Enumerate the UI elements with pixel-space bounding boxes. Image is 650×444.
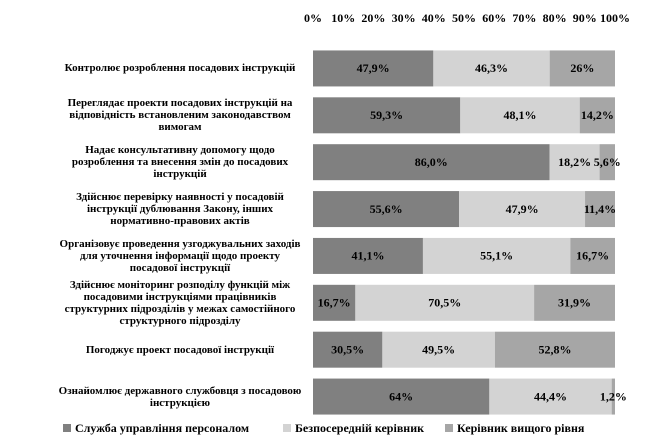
x-tick-label: 40% [422,11,446,25]
bar-segment [313,191,460,228]
data-label: 55,6% [370,202,403,216]
bar-segment [433,50,550,87]
bar-segment [549,50,615,87]
data-label: 18,2% [558,155,591,169]
data-label: 47,9% [506,202,539,216]
x-tick-label: 10% [331,11,355,25]
bar-segment [611,378,615,415]
data-label: 49,5% [422,342,455,356]
legend-label: Безпосередній керівник [295,421,424,435]
data-label: 1,2% [600,389,627,403]
data-label: 14,2% [581,108,614,122]
category-label: Здійснює перевірку наявності у посадовій… [76,191,284,228]
data-label: 70,5% [428,296,461,310]
bar-segment [459,191,586,228]
x-tick-label: 30% [392,11,416,25]
bar-segment [355,284,535,321]
bar-segment [599,144,615,181]
category-label: Переглядає проекти посадових інструкцій … [67,97,293,134]
x-tick-label: 50% [452,11,476,25]
bar-segment [313,50,434,87]
bar-segment [313,237,423,274]
bar-segment [422,237,571,274]
bar-segment [313,378,490,415]
bar-segment [494,331,615,368]
x-tick-label: 90% [573,11,597,25]
x-tick-label: 0% [304,11,322,25]
data-label: 47,9% [357,61,390,75]
category-label: Контролює розроблення посадових інструкц… [64,62,296,75]
data-label: 31,9% [558,296,591,310]
legend-label: Керівник вищого рівня [457,421,585,435]
bar-segment [313,284,356,321]
x-tick-label: 100% [600,11,630,25]
data-label: 46,3% [475,61,508,75]
data-label: 48,1% [504,108,537,122]
bar-segment [570,237,615,274]
data-label: 86,0% [415,155,448,169]
category-label: Надає консультативну допомогу щодо розро… [71,144,289,181]
data-label: 64% [389,389,413,403]
bar-segment [534,284,615,321]
legend-label: Служба управління персоналом [75,421,249,435]
bar-segment [579,97,615,134]
bar-segment [382,331,495,368]
bar-segment [313,97,461,134]
x-tick-label: 60% [482,11,506,25]
x-tick-label: 70% [512,11,536,25]
category-label: Погоджує проект посадової інструкції [85,343,275,356]
data-label: 52,8% [538,342,571,356]
legend-swatch [445,424,453,432]
data-label: 44,4% [534,389,567,403]
data-label: 5,6% [594,155,621,169]
data-label: 16,7% [576,249,609,263]
data-label: 26% [570,61,594,75]
bar-segment [549,144,600,181]
data-label: 11,4% [584,202,616,216]
bar-segment [460,97,580,134]
legend-swatch [283,424,291,432]
bar-segment [489,378,612,415]
category-label: Здійснює моніторинг розподілу функцій мі… [64,278,296,327]
data-label: 55,1% [480,249,513,263]
data-label: 41,1% [351,249,384,263]
legend-swatch [63,424,71,432]
category-label: Ознайомлює державного службовця з посадо… [58,384,302,409]
data-label: 59,3% [370,108,403,122]
data-label: 30,5% [331,342,364,356]
x-tick-label: 80% [543,11,567,25]
bar-segment [313,331,383,368]
category-label: Організовує проведення узгоджувальних за… [59,237,301,274]
data-label: 16,7% [318,296,351,310]
x-tick-label: 20% [361,11,385,25]
bar-segment [313,144,550,181]
bar-segment [585,191,615,228]
